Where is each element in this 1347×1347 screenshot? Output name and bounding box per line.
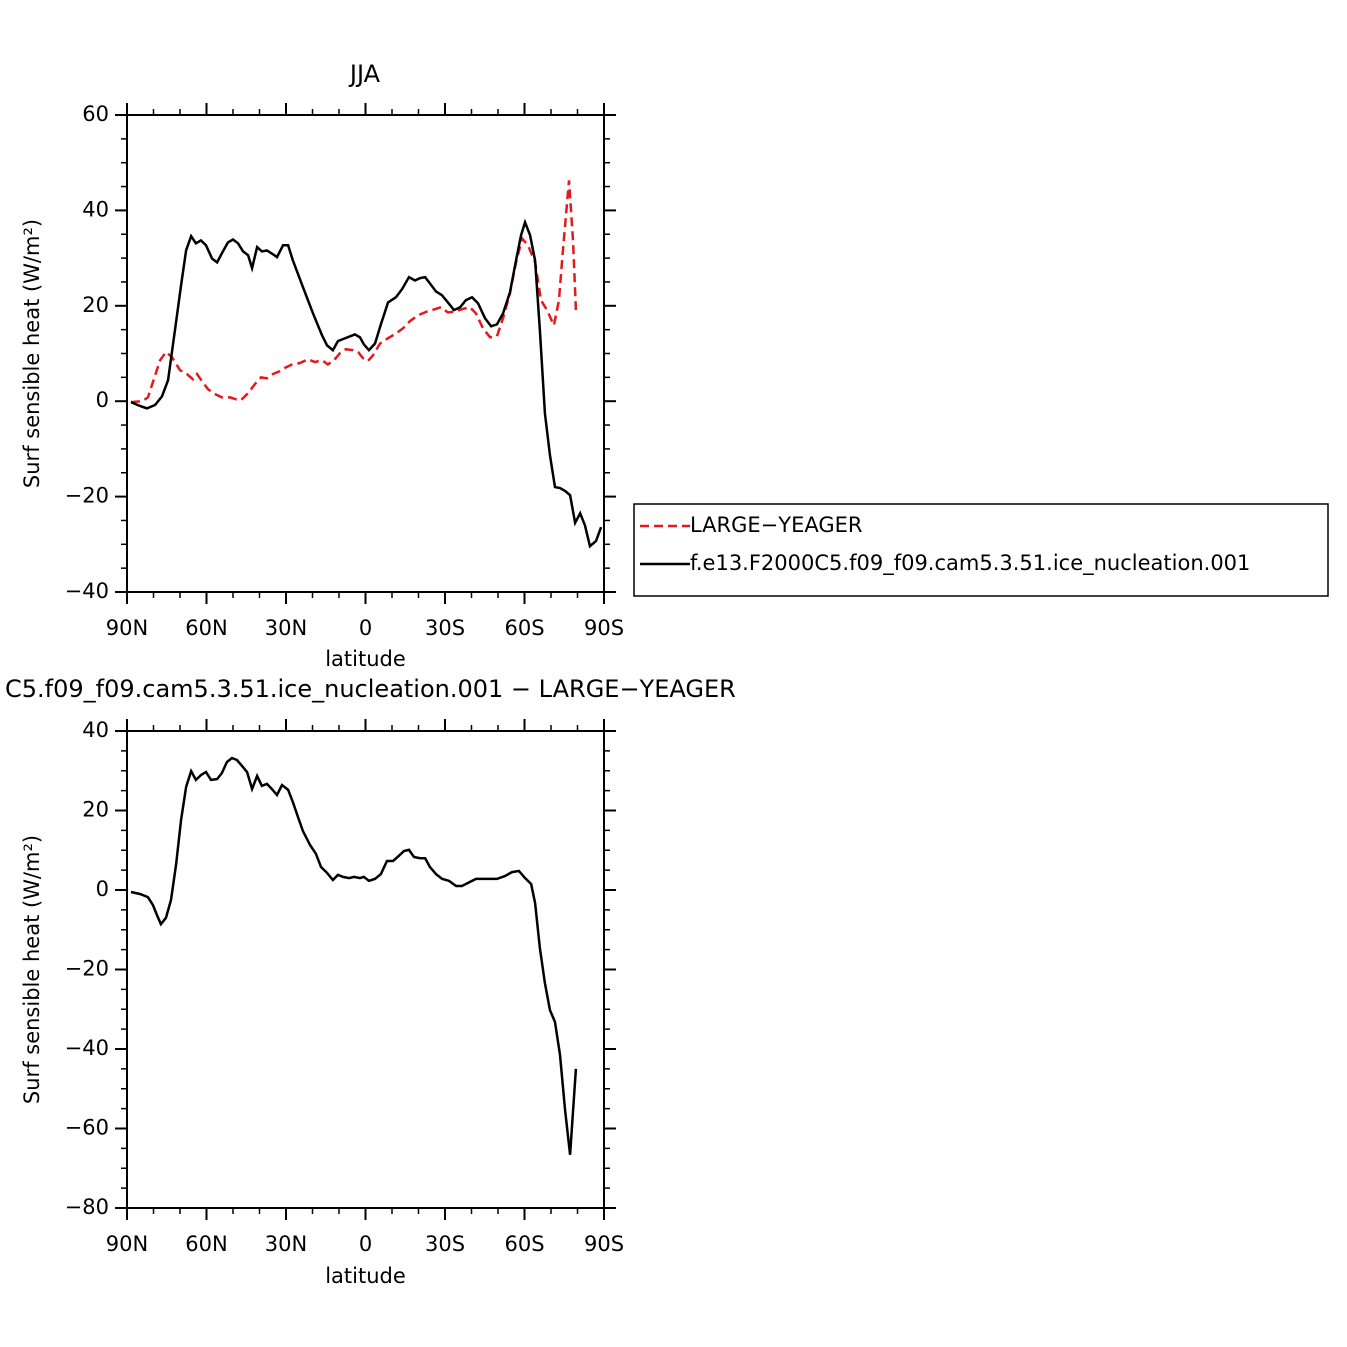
y-tick-label: 60 [82, 102, 109, 126]
x-tick-label: 30S [425, 1232, 465, 1256]
y-tick-label: 20 [82, 293, 109, 317]
plot-frame [126, 114, 605, 593]
x-axis-label: latitude [325, 1264, 406, 1288]
plot-frame [126, 730, 605, 1209]
x-tick-label: 90N [106, 1232, 148, 1256]
y-tick-label: −20 [65, 484, 109, 508]
x-tick-label: 60S [504, 616, 544, 640]
x-tick-label: 60N [185, 616, 227, 640]
legend-label: f.e13.F2000C5.f09_f09.cam5.3.51.ice_nucl… [690, 551, 1250, 576]
y-tick-label: 0 [96, 877, 109, 901]
legend-label: LARGE−YEAGER [690, 513, 863, 537]
x-axis-label: latitude [325, 647, 406, 671]
y-tick-label: 40 [82, 718, 109, 742]
y-tick-label: −40 [65, 1036, 109, 1060]
y-tick-label: −60 [65, 1116, 109, 1140]
x-tick-label: 30S [425, 616, 465, 640]
y-tick-label: −20 [65, 957, 109, 981]
y-tick-label: 20 [82, 798, 109, 822]
x-tick-label: 90S [584, 616, 624, 640]
chart-title: C5.f09_f09.cam5.3.51.ice_nucleation.001 … [5, 675, 736, 703]
x-tick-label: 30N [265, 616, 307, 640]
x-tick-label: 60N [185, 1232, 227, 1256]
data-line [130, 756, 578, 1155]
y-tick-label: 0 [96, 388, 109, 412]
x-tick-label: 90S [584, 1232, 624, 1256]
legend-box [633, 503, 1329, 597]
y-tick-label: −40 [65, 579, 109, 603]
x-tick-label: 60S [504, 1232, 544, 1256]
x-tick-label: 30N [265, 1232, 307, 1256]
x-tick-label: 0 [359, 1232, 372, 1256]
x-tick-label: 90N [106, 616, 148, 640]
chart-title: JJA [348, 60, 381, 88]
y-tick-label: 40 [82, 197, 109, 221]
y-tick-label: −80 [65, 1195, 109, 1219]
x-tick-label: 0 [359, 616, 372, 640]
data-line [130, 218, 603, 549]
y-axis-label: Surf sensible heat (W/m²) [20, 835, 44, 1104]
y-axis-label: Surf sensible heat (W/m²) [20, 219, 44, 488]
